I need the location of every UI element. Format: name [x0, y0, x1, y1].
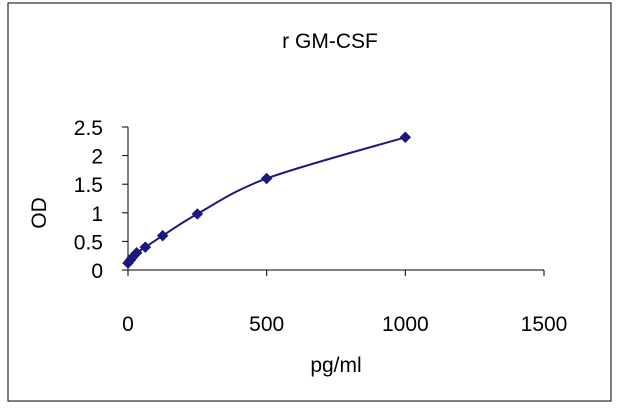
- y-tick-label: 0: [91, 260, 103, 283]
- axes: 0 500 1000 1500 0 0.5 1 1.5 2 2.5: [74, 117, 568, 336]
- data-point: [399, 131, 412, 144]
- data-point: [130, 246, 143, 259]
- y-tick-label: 2.5: [74, 117, 103, 140]
- x-tick-label: 1000: [382, 313, 429, 336]
- series-layer: [122, 131, 412, 269]
- y-tick-label: 2: [91, 146, 103, 169]
- y-tick-label: 0.5: [74, 231, 103, 254]
- y-axis-label: OD: [28, 197, 51, 229]
- x-tick-label: 1500: [521, 313, 568, 336]
- data-point: [139, 241, 152, 253]
- data-point: [260, 172, 273, 185]
- x-tick-label: 500: [249, 313, 284, 336]
- y-tick-label: 1.5: [74, 174, 103, 197]
- x-tick-label: 0: [122, 313, 134, 336]
- data-point: [156, 229, 169, 242]
- y-tick-label: 1: [91, 203, 103, 226]
- chart-border: [7, 2, 612, 402]
- data-point: [191, 208, 204, 220]
- chart-title: r GM-CSF: [282, 30, 378, 53]
- x-axis-label: pg/ml: [310, 354, 361, 377]
